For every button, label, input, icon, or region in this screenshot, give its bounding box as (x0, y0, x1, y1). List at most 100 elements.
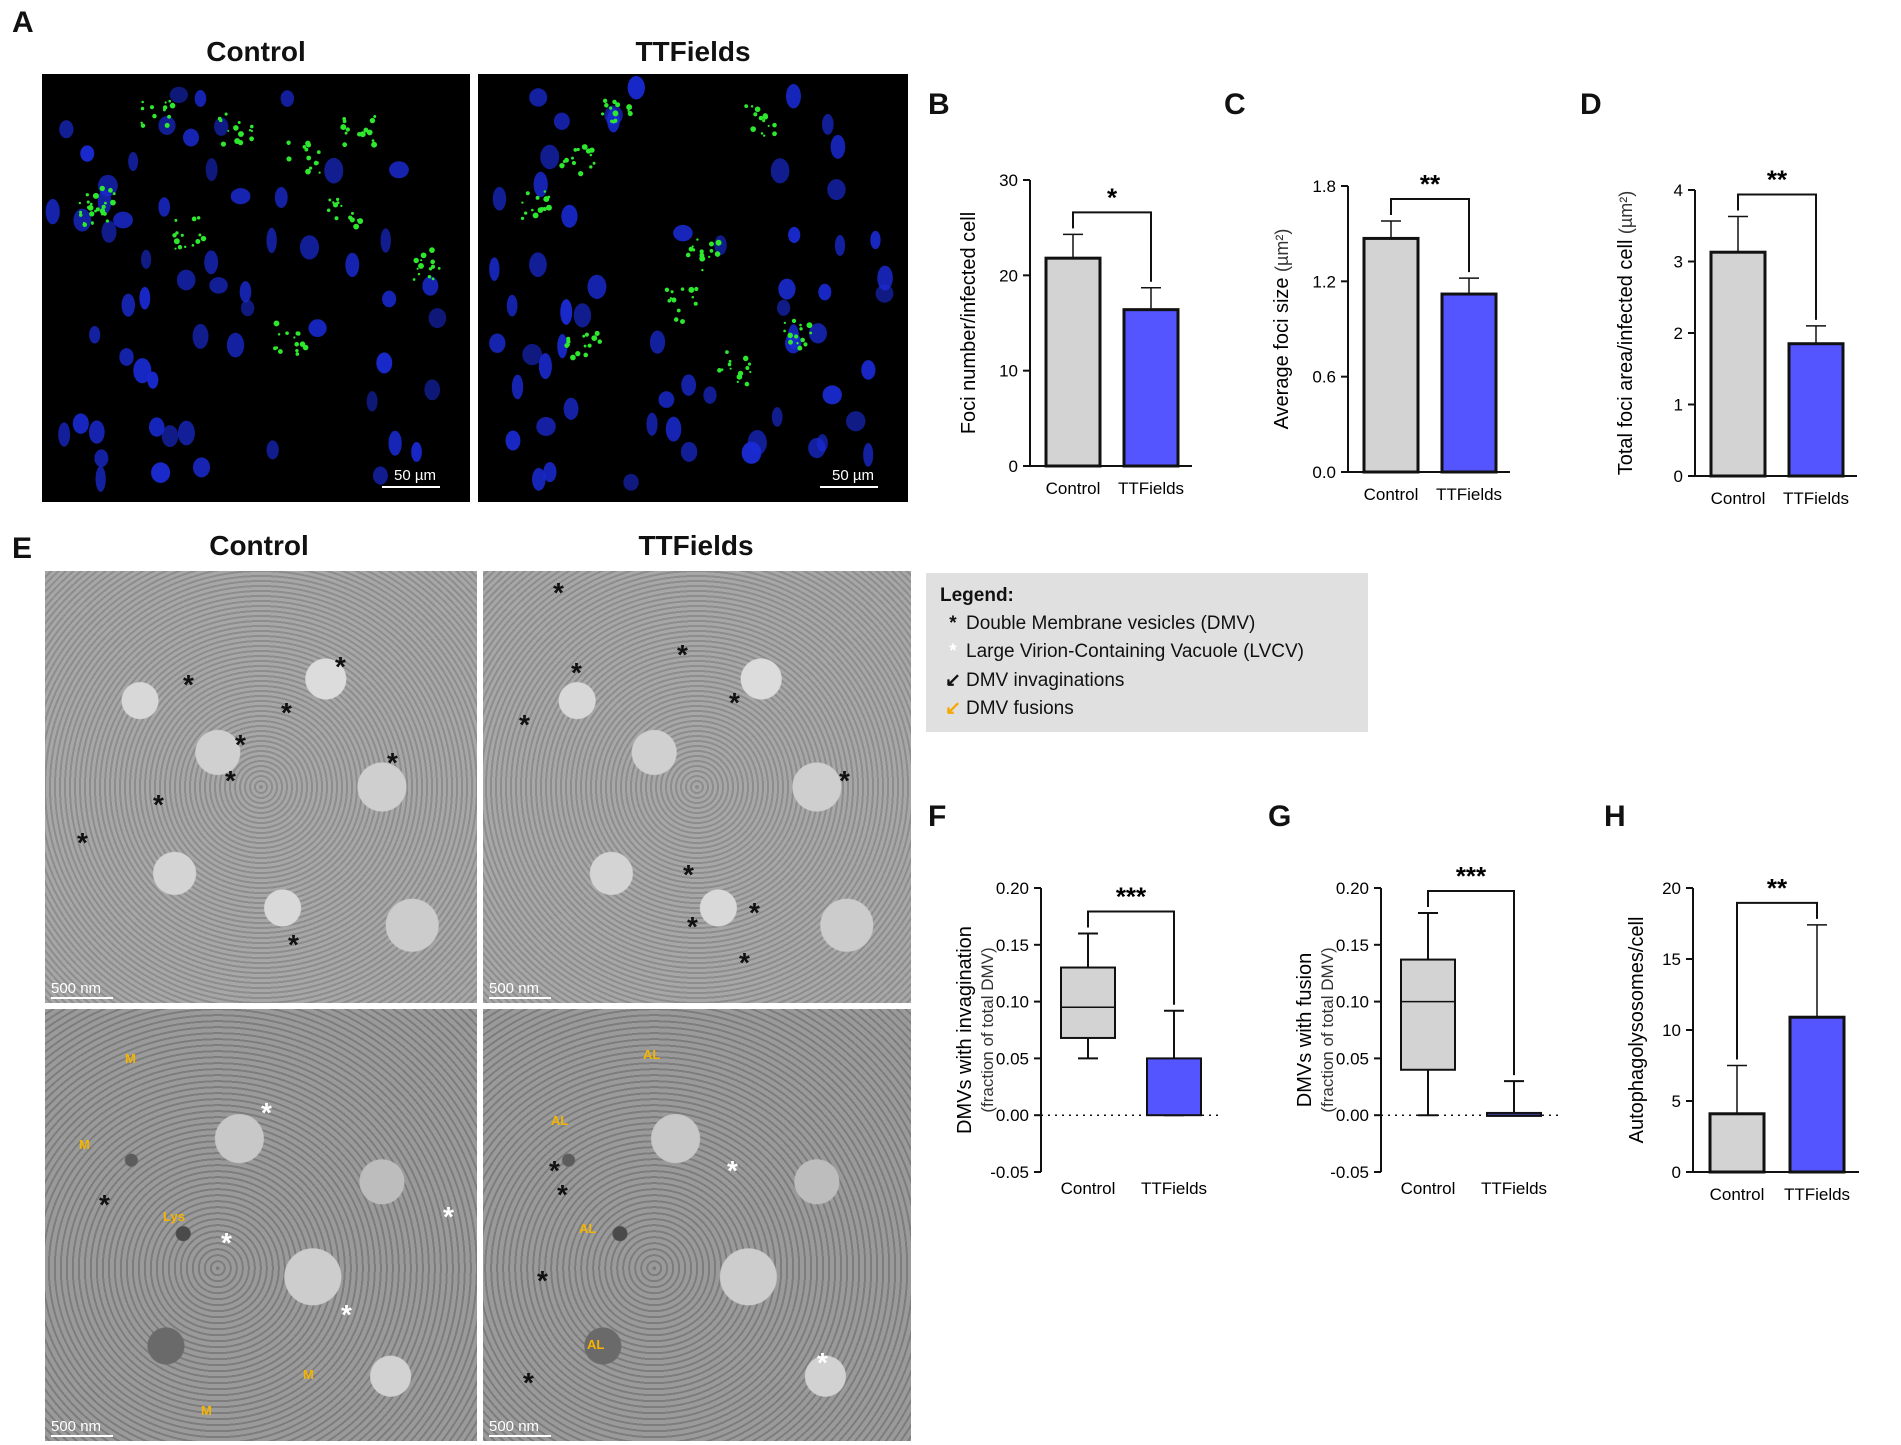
y-tick-label: 20 (999, 266, 1018, 285)
cell-nucleus (834, 234, 846, 256)
viral-focus-dot (627, 111, 633, 117)
viral-focus-dot (169, 102, 176, 109)
cell-nucleus (411, 441, 422, 462)
y-axis-label: Autophagolysosomes/cell (1626, 917, 1648, 1144)
viral-focus-dot (430, 259, 435, 265)
viral-focus-dot (412, 278, 416, 281)
y-axis-label: Foci number/infected cell (958, 212, 980, 434)
viral-focus-dot (791, 318, 797, 324)
panel-letter-c: C (1224, 88, 1246, 121)
viral-focus-dot (788, 339, 793, 345)
chart-h-autophagolysosomes: 0 5 10 15 20 Control TTFields ** Autophagolysoso… (1626, 873, 1859, 1204)
legend-item-invagination: ↙ DMV invaginations (940, 669, 1124, 692)
viral-focus-dot (772, 122, 777, 128)
cell-nucleus (89, 326, 101, 344)
viral-focus-dot (758, 115, 764, 121)
viral-focus-dot (575, 350, 581, 357)
viral-focus-dot (714, 251, 721, 257)
viral-focus-dot (224, 112, 228, 116)
panel-letter-g: G (1268, 800, 1292, 833)
scale-bar-fluor-control (382, 486, 440, 488)
dmv-marker: * (335, 651, 346, 682)
cell-nucleus (133, 358, 152, 384)
image-title-a-ttfields: TTFields (635, 36, 751, 67)
viral-focus-dot (521, 201, 524, 204)
viral-focus-dot (348, 215, 353, 220)
viral-focus-dot (302, 144, 307, 149)
viral-focus-dot (576, 147, 580, 152)
cell-nucleus (58, 422, 71, 447)
viral-focus-dot (581, 144, 588, 150)
scale-bar-fluor-ttfields (820, 486, 878, 488)
viral-focus-dot (692, 248, 696, 252)
cell-nucleus (649, 330, 666, 354)
viral-focus-dot (523, 211, 528, 215)
cell-nucleus (492, 186, 507, 211)
cell-nucleus (192, 457, 211, 478)
cell-nucleus (529, 252, 547, 278)
cell-nucleus (665, 416, 682, 442)
viral-focus-dot (196, 216, 201, 220)
viral-focus-dot (233, 125, 239, 131)
viral-focus-dot (720, 368, 724, 371)
viral-focus-dot (195, 239, 201, 245)
viral-focus-dot (699, 249, 704, 254)
cell-nucleus (169, 86, 189, 104)
cell-nucleus (88, 420, 105, 444)
viral-focus-dot (101, 204, 106, 210)
viral-focus-dot (217, 116, 222, 121)
cell-nucleus (511, 374, 524, 400)
cell-nucleus (194, 90, 207, 107)
viral-focus-dot (594, 330, 600, 336)
viral-focus-dot (237, 121, 241, 125)
y-axis-sublabel: (fraction of total DMV) (978, 947, 997, 1112)
viral-focus-dot (306, 142, 312, 148)
y-axis-label: DMVs with fusion (1294, 953, 1316, 1108)
viral-focus-dot (729, 367, 732, 370)
viral-focus-dot (335, 197, 340, 201)
bar-control (1044, 256, 1102, 468)
viral-focus-dot (583, 352, 589, 358)
viral-focus-dot (699, 252, 705, 258)
viral-focus-dot (669, 297, 673, 300)
viral-focus-dot (306, 155, 312, 161)
viral-focus-dot (350, 211, 354, 215)
cell-nucleus (148, 417, 165, 437)
viral-focus-dot (799, 327, 803, 331)
cell-nucleus (101, 220, 117, 243)
viral-focus-dot (727, 362, 732, 367)
significance-stars: ** (1420, 169, 1441, 199)
cell-nucleus (627, 76, 645, 100)
viral-focus-dot (685, 252, 691, 258)
bar-control (1362, 236, 1420, 474)
dmv-marker: * (235, 729, 246, 760)
viral-focus-dot (427, 275, 432, 279)
cell-nucleus (177, 420, 195, 446)
viral-focus-dot (525, 191, 530, 196)
chart-d-foci-area: 0 1 2 3 4 Control TTFields ** Total foci area/in… (1615, 164, 1857, 508)
viral-focus-dot (112, 192, 116, 196)
viral-focus-dot (800, 337, 805, 343)
viral-focus-dot (520, 216, 525, 221)
y-tick-label: 0.0 (1312, 463, 1336, 482)
viral-focus-dot (277, 349, 283, 354)
cell-nucleus (560, 299, 573, 325)
viral-focus-dot (152, 113, 157, 119)
bar-ttfields (1788, 1015, 1846, 1174)
dmv-symbol-icon: * (949, 613, 957, 634)
viral-focus-dot (688, 286, 695, 293)
viral-focus-dot (609, 106, 613, 110)
bar-control (1709, 250, 1767, 478)
viral-focus-dot (428, 267, 433, 271)
viral-focus-dot (353, 223, 360, 230)
viral-focus-dot (162, 108, 166, 112)
dmv-marker: * (153, 789, 164, 820)
y-tick-label: -0.05 (1330, 1163, 1369, 1182)
viral-focus-dot (366, 129, 373, 136)
viral-focus-dot (420, 252, 427, 259)
viral-focus-dot (796, 342, 799, 345)
viral-focus-dot (141, 100, 144, 104)
viral-focus-dot (772, 131, 777, 137)
cell-nucleus (366, 391, 378, 412)
cell-nucleus (422, 276, 439, 296)
